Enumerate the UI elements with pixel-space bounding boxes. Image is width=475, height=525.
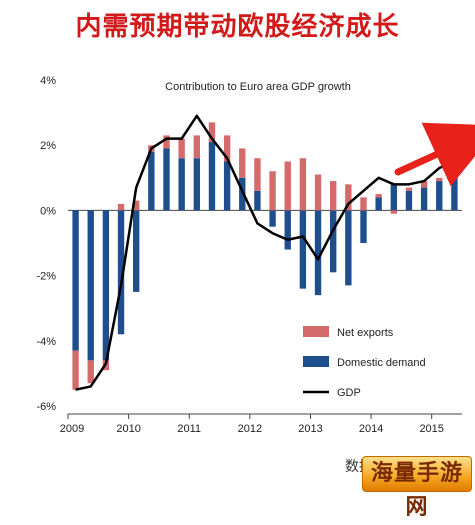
bar-domestic-demand <box>208 141 216 211</box>
bar-net-exports <box>163 135 170 149</box>
bar-net-exports <box>269 171 276 211</box>
bar-domestic-demand <box>72 210 79 351</box>
bar-domestic-demand <box>451 164 458 211</box>
page: 内需预期带动欧股经济成长 Contribution to Euro area G… <box>36 12 475 520</box>
bar-domestic-demand <box>193 158 200 211</box>
bar-domestic-demand <box>178 158 185 211</box>
bar-domestic-demand <box>148 151 155 211</box>
bar-domestic-demand <box>299 210 307 289</box>
x-tick-label: 2015 <box>419 423 443 435</box>
axes-layer: 4% 2% 0% -2% -4% -6% 2009 2010 2011 2012 2013 2014 2… <box>36 75 462 435</box>
watermark-text: 海量手游网 <box>370 461 463 520</box>
bar-domestic-demand <box>330 210 337 273</box>
bar-domestic-demand <box>254 190 261 211</box>
bar-net-exports <box>223 135 231 162</box>
bar-domestic-demand <box>405 190 413 211</box>
bar-net-exports <box>314 174 322 211</box>
bar-net-exports <box>87 360 94 384</box>
bar-net-exports <box>436 177 443 182</box>
legend-swatch-domestic-demand <box>303 356 329 367</box>
gdp-line-layer <box>75 114 455 391</box>
legend-label: Domestic demand <box>337 357 426 369</box>
bar-domestic-demand <box>117 210 125 335</box>
legend-label: GDP <box>337 387 361 399</box>
legend-label: Net exports <box>337 327 394 339</box>
y-tick-label: -4% <box>36 336 56 348</box>
bar-net-exports <box>133 200 140 211</box>
bar-net-exports <box>299 158 307 211</box>
bar-domestic-demand <box>436 181 443 211</box>
bar-net-exports <box>178 138 185 159</box>
x-tick-label: 2013 <box>298 423 322 435</box>
bar-net-exports <box>405 187 413 191</box>
bar-net-exports <box>239 148 246 178</box>
bar-net-exports <box>375 194 382 198</box>
bar-domestic-demand <box>420 187 428 211</box>
bars-layer <box>72 122 458 390</box>
bar-net-exports <box>208 122 216 142</box>
bar-net-exports <box>117 203 125 211</box>
bar-domestic-demand <box>223 161 231 211</box>
x-tick-label: 2014 <box>359 423 383 435</box>
y-tick-label: -2% <box>36 271 56 283</box>
bar-net-exports <box>360 197 367 211</box>
gdp-line <box>75 114 455 391</box>
bar-domestic-demand <box>269 210 276 227</box>
legend: Net exports Domestic demand GDP <box>303 326 426 399</box>
bar-net-exports <box>72 350 79 390</box>
bar-net-exports <box>284 161 291 211</box>
trend-arrow-icon <box>394 122 475 187</box>
y-tick-label: 2% <box>40 140 56 152</box>
bar-net-exports <box>330 181 337 211</box>
bar-domestic-demand <box>360 210 367 243</box>
bar-domestic-demand <box>284 210 291 250</box>
page-title: 内需预期带动欧股经济成长 <box>75 12 400 42</box>
x-tick-label: 2011 <box>177 423 201 435</box>
bar-net-exports <box>193 135 200 159</box>
bar-domestic-demand <box>87 210 94 361</box>
bar-domestic-demand <box>314 210 322 296</box>
bar-domestic-demand <box>345 210 352 286</box>
x-tick-label: 2010 <box>116 423 140 435</box>
bar-net-exports <box>254 158 261 191</box>
bar-domestic-demand <box>390 184 397 211</box>
gdp-contribution-chart: Contribution to Euro area GDP growth 4% 2… <box>36 75 475 435</box>
bar-domestic-demand <box>375 197 382 211</box>
x-tick-label: 2012 <box>238 423 262 435</box>
legend-swatch-net-exports <box>303 326 329 337</box>
y-tick-label: 0% <box>40 205 56 217</box>
chart-title: Contribution to Euro area GDP growth <box>165 81 351 93</box>
y-tick-label: 4% <box>40 75 56 87</box>
bar-domestic-demand <box>102 210 110 361</box>
watermark-logo: 海量手游网 <box>362 456 472 520</box>
x-tick-label: 2009 <box>60 423 84 435</box>
bar-domestic-demand <box>133 210 140 292</box>
bar-net-exports <box>390 210 397 214</box>
y-tick-label: -6% <box>36 401 56 413</box>
bar-domestic-demand <box>163 148 170 211</box>
bar-net-exports <box>345 184 352 211</box>
bar-domestic-demand <box>239 177 246 211</box>
